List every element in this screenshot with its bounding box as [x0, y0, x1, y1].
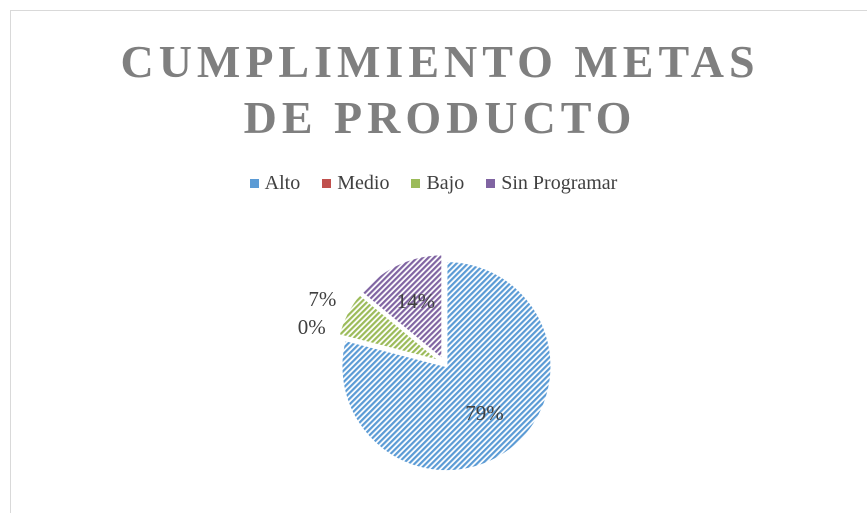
chart-title: CUMPLIMIENTO METAS DE PRODUCTO: [120, 36, 760, 143]
legend-swatch: [249, 179, 259, 188]
data-label: 79%: [465, 401, 504, 425]
data-label: 0%: [298, 315, 326, 339]
pie-slice: [359, 253, 444, 362]
legend-label: Medio: [337, 172, 390, 194]
legend: Alto Medio Bajo Sin Programar: [0, 172, 867, 195]
chart-border: [10, 10, 867, 513]
legend-swatch: [322, 179, 332, 188]
legend-label: Sin Programar: [501, 172, 618, 194]
legend-item: Medio: [322, 172, 389, 195]
legend-item: Bajo: [411, 172, 464, 195]
pie-slice: [337, 292, 442, 363]
pie-slice: [340, 260, 553, 473]
data-label: 7%: [308, 287, 336, 311]
legend-label: Bajo: [426, 172, 465, 194]
legend-label: Alto: [264, 172, 301, 194]
legend-item: Sin Programar: [486, 172, 617, 195]
legend-item: Alto: [249, 172, 301, 195]
legend-swatch: [486, 179, 496, 188]
data-label: 14%: [397, 289, 436, 313]
legend-swatch: [411, 179, 421, 188]
